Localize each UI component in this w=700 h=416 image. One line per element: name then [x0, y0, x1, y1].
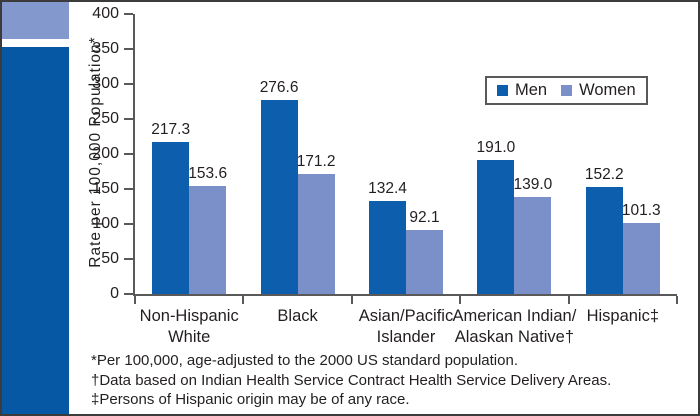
footnote-double-dagger: ‡Persons of Hispanic origin may be of an… — [91, 391, 410, 408]
y-tick-mark — [124, 293, 133, 295]
bar-value-label: 139.0 — [513, 175, 553, 193]
y-tick-mark — [124, 48, 133, 50]
y-tick-label: 300 — [92, 75, 119, 92]
legend-item-men: Men — [497, 81, 547, 100]
legend-label-men: Men — [515, 81, 548, 99]
y-tick-label: 100 — [92, 215, 119, 232]
bar-men-1 — [260, 100, 298, 294]
footnote-dagger: †Data based on Indian Health Service Con… — [91, 371, 612, 389]
y-tick-mark — [124, 118, 133, 120]
bar-men-2 — [369, 201, 406, 294]
bar-value-label: 191.0 — [476, 139, 516, 157]
bar-men-4 — [585, 187, 623, 294]
bar-women-3 — [514, 196, 552, 294]
bar-women-1 — [297, 174, 335, 294]
y-tick-label: 400 — [92, 5, 119, 22]
bar-value-label: 101.3 — [621, 202, 661, 220]
bar-value-label: 171.2 — [296, 153, 336, 171]
y-tick-label: 150 — [92, 180, 119, 197]
y-tick-mark — [124, 153, 133, 155]
x-tick-mark — [676, 296, 678, 304]
x-category-label: American Indian/ Alaskan Native† — [452, 307, 577, 346]
bar-value-label: 132.4 — [368, 180, 407, 198]
bar-value-label: 92.1 — [409, 208, 440, 226]
y-tick-label: 350 — [92, 40, 119, 57]
y-tick-mark — [124, 13, 133, 15]
x-tick-mark — [567, 296, 570, 304]
bar-value-label: 217.3 — [151, 120, 191, 138]
bar-women-2 — [406, 229, 443, 294]
y-tick-mark — [124, 223, 133, 225]
y-tick-label: 50 — [101, 250, 119, 267]
bar-men-3 — [477, 160, 515, 294]
x-category-label: Non-Hispanic White — [139, 307, 239, 346]
y-tick-mark — [124, 83, 133, 85]
bar-value-label: 276.6 — [259, 79, 299, 97]
x-category-label: Asian/Pacific Islander — [358, 307, 454, 346]
sidebar-accent-main — [2, 47, 69, 414]
x-category-label: Hispanic‡ — [586, 307, 660, 325]
legend: Men Women — [485, 76, 648, 105]
y-tick-mark — [124, 188, 133, 190]
men-swatch-icon — [497, 85, 508, 96]
y-tick-label: 250 — [92, 110, 119, 127]
x-tick-mark — [350, 296, 353, 304]
legend-label-women: Women — [579, 81, 636, 99]
women-swatch-icon — [561, 85, 573, 96]
x-tick-mark — [134, 296, 136, 304]
x-tick-mark — [459, 296, 462, 304]
y-tick-label: 0 — [110, 285, 119, 302]
bar-women-4 — [622, 223, 660, 294]
x-tick-mark — [242, 296, 245, 304]
plot-area: 0 50 100 150 200 250 300 350 400 217.3 276.6 132.4 1… — [92, 5, 678, 346]
bar-women-0 — [189, 186, 227, 294]
sidebar-accent-top — [2, 2, 69, 39]
bar-value-label: 152.2 — [584, 166, 624, 184]
y-tick-mark — [124, 258, 133, 260]
bar-men-0 — [152, 141, 190, 294]
bar-value-label: 153.6 — [188, 165, 228, 183]
footnotes: *Per 100,000, age-adjusted to the 2000 U… — [91, 351, 611, 410]
legend-item-women: Women — [561, 81, 636, 100]
y-tick-label: 200 — [92, 145, 119, 162]
footnote-asterisk: *Per 100,000, age-adjusted to the 2000 U… — [91, 352, 518, 369]
x-category-label: Black — [277, 307, 318, 325]
